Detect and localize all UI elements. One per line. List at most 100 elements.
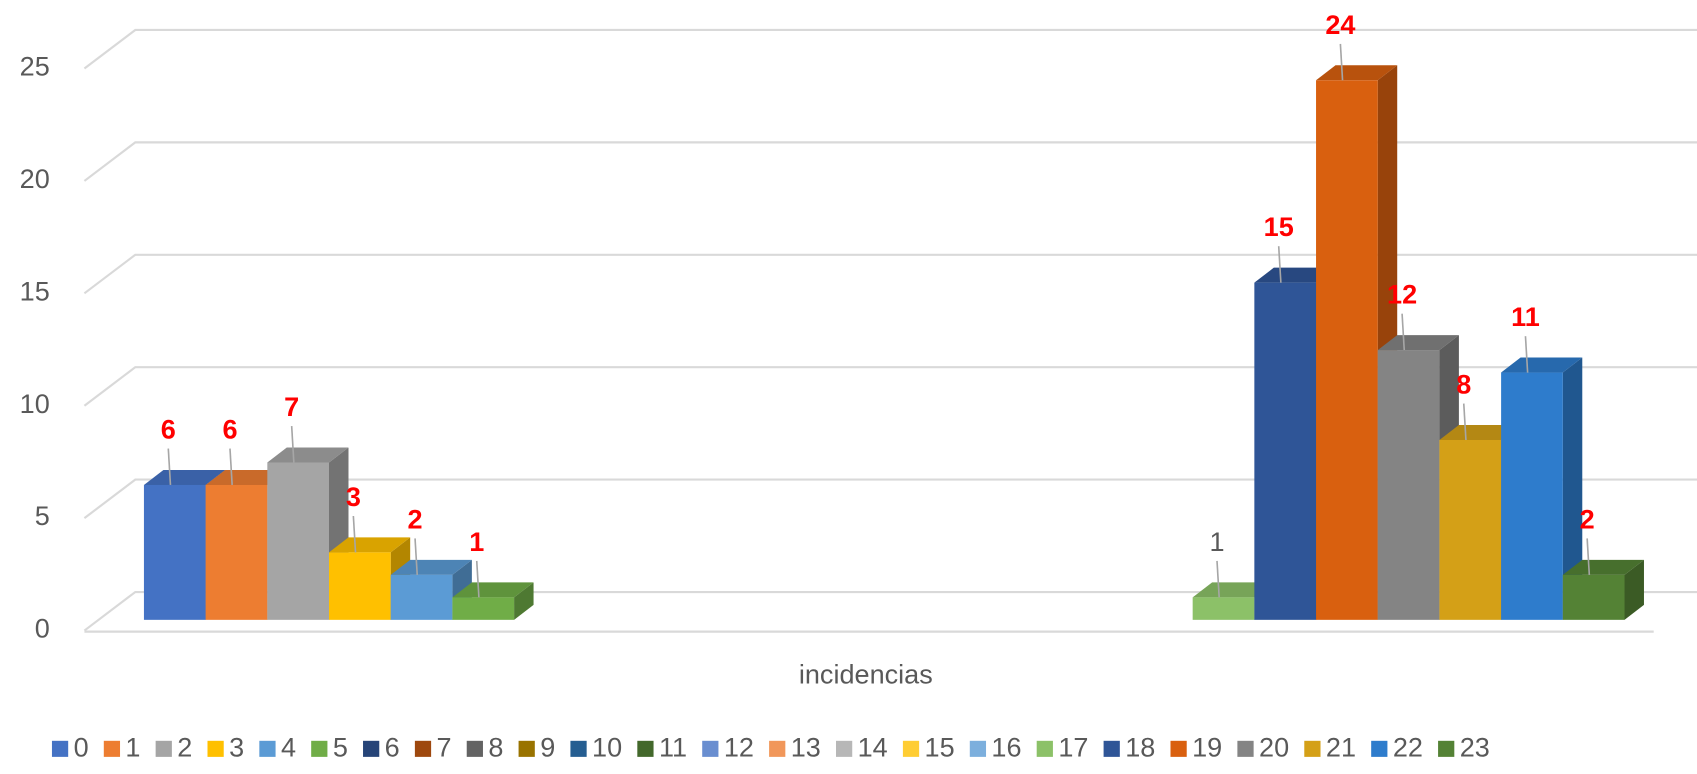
legend-label: 21: [1326, 733, 1356, 763]
data-label: 1: [469, 527, 484, 557]
legend-label: 1: [125, 733, 140, 763]
bar: [1562, 559, 1644, 620]
bar-front: [1562, 574, 1625, 620]
leader-line: [1277, 246, 1282, 283]
bar-front: [329, 552, 391, 620]
bar-top: [1254, 267, 1336, 283]
legend-label: 12: [724, 733, 754, 763]
legend-label: 23: [1460, 733, 1490, 763]
bar-side: [514, 582, 534, 620]
legend-label: 13: [791, 733, 821, 763]
bar-front: [1254, 282, 1317, 620]
leader-line: [290, 426, 295, 463]
data-label: 6: [161, 415, 176, 445]
data-label: 11: [1511, 302, 1540, 332]
legend-swatch: [1371, 740, 1388, 757]
data-label: 15: [1264, 212, 1294, 242]
legend-label: 4: [281, 733, 296, 763]
bar-front: [267, 462, 330, 620]
bar-side: [1562, 357, 1583, 620]
data-label: 24: [1325, 10, 1355, 40]
grid-line: [83, 141, 1697, 182]
bar-front: [1192, 597, 1255, 620]
leader-line: [475, 560, 480, 598]
leader-line: [352, 515, 357, 553]
legend-swatch: [1438, 740, 1455, 757]
data-label: 3: [346, 482, 361, 512]
legend-swatch: [51, 740, 69, 757]
bar-top: [1562, 559, 1644, 575]
legend-swatch: [1304, 740, 1321, 757]
leader-line: [1339, 43, 1344, 81]
legend-swatch: [103, 740, 121, 757]
legend-label: 8: [488, 733, 503, 763]
legend-swatch: [1237, 740, 1254, 757]
leader-line: [1586, 538, 1591, 575]
data-label: 12: [1387, 280, 1417, 310]
x-axis-label: incidencias: [799, 660, 933, 690]
data-label: 1: [1209, 527, 1224, 557]
legend-swatch: [1170, 740, 1187, 757]
bar-front: [205, 484, 268, 620]
bar: [1501, 357, 1583, 620]
legend-label: 11: [659, 733, 687, 763]
legend-label: 20: [1259, 733, 1289, 763]
legend-label: 5: [333, 733, 348, 763]
legend-label: 6: [385, 733, 400, 763]
legend-label: 22: [1393, 733, 1423, 763]
legend-swatch: [155, 740, 172, 757]
bar-front: [143, 484, 206, 620]
grid-line: [83, 28, 1697, 70]
legend-label: 2: [177, 733, 192, 763]
grid-line: [83, 478, 1697, 519]
bar-top: [452, 582, 534, 598]
leader-line: [414, 538, 419, 575]
legend-label: 7: [437, 733, 452, 763]
legend-label: 9: [540, 733, 555, 763]
data-label: 2: [408, 505, 423, 535]
grid-line: [83, 366, 1697, 407]
leader-line: [1401, 313, 1406, 351]
legend-label: 0: [74, 733, 89, 763]
bar-top: [1377, 335, 1459, 351]
bar-front: [452, 597, 515, 620]
data-label: 7: [284, 392, 299, 422]
legend-swatch: [311, 740, 328, 757]
legend-swatch: [769, 740, 786, 757]
legend-label: 19: [1192, 733, 1222, 763]
leader-line: [1216, 560, 1220, 598]
grid-line: [83, 253, 1697, 295]
bar-top: [1192, 582, 1274, 598]
legend-label: 10: [592, 733, 622, 763]
legend-label: 3: [229, 733, 244, 763]
grid-line: [83, 590, 1697, 632]
data-label: 6: [222, 415, 237, 445]
bar-side: [1624, 559, 1644, 620]
legend-label: 16: [991, 733, 1021, 763]
bar-front: [1501, 372, 1563, 620]
legend-label: 18: [1125, 733, 1155, 763]
bar-top: [1501, 357, 1583, 373]
legend-swatch: [969, 740, 987, 757]
legend-swatch: [637, 740, 654, 757]
bar-top: [329, 537, 411, 553]
y-tick-label: 15: [20, 277, 50, 307]
leader-line: [1524, 336, 1529, 373]
bar-front: [390, 574, 453, 620]
legend-swatch: [414, 740, 432, 757]
y-tick-label: 10: [20, 389, 50, 419]
legend-label: 17: [1058, 733, 1088, 763]
legend-swatch: [518, 740, 535, 757]
leader-line: [229, 448, 233, 486]
y-tick-label: 20: [20, 164, 50, 194]
leader-line: [167, 448, 172, 486]
legend-swatch: [836, 740, 853, 757]
legend-swatch: [1103, 740, 1120, 757]
legend-swatch: [902, 740, 920, 757]
legend-swatch: [570, 740, 587, 757]
bar: [452, 582, 534, 620]
legend-swatch: [207, 740, 224, 757]
y-tick-label: 0: [35, 614, 50, 644]
legend-swatch: [1036, 740, 1053, 757]
bar-top: [143, 469, 226, 485]
